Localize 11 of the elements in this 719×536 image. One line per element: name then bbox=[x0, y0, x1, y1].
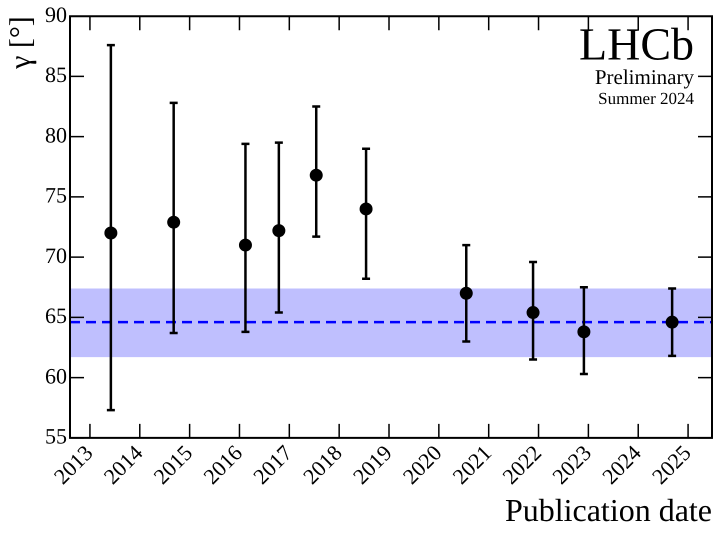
y-tick-label: 65 bbox=[45, 303, 67, 328]
annotation: Summer 2024 bbox=[598, 88, 694, 108]
y-tick-label: 70 bbox=[45, 242, 67, 268]
y-tick-label: 80 bbox=[45, 122, 67, 148]
y-tick-label: 85 bbox=[45, 62, 67, 88]
y-tick-label: 75 bbox=[45, 182, 67, 208]
y-axis-title: γ [°] bbox=[4, 16, 37, 70]
y-tick-label: 90 bbox=[45, 2, 67, 27]
y-tick-label: 55 bbox=[45, 424, 67, 449]
y-tick-label: 60 bbox=[45, 363, 67, 388]
x-axis-title: Publication date bbox=[504, 492, 712, 528]
